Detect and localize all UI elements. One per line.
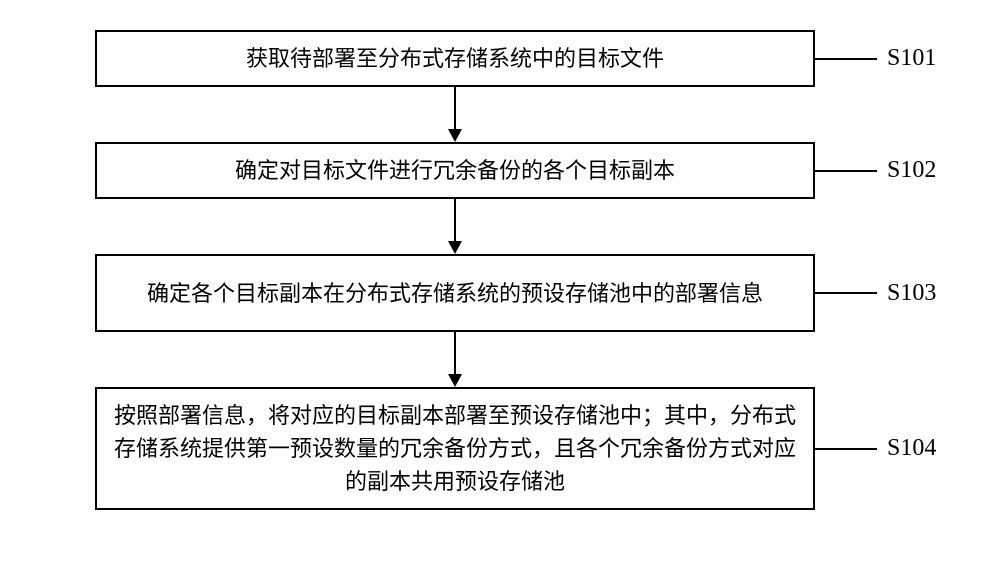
flowchart-container: 获取待部署至分布式存储系统中的目标文件 S101 确定对目标文件进行冗余备份的各…: [0, 30, 1000, 510]
step-box-s104: 按照部署信息，将对应的目标副本部署至预设存储池中；其中，分布式存储系统提供第一预…: [95, 387, 815, 510]
arrow-down-icon: [445, 87, 465, 142]
arrow-down-icon: [445, 332, 465, 387]
step-box-s103: 确定各个目标副本在分布式存储系统的预设存储池中的部署信息: [95, 254, 815, 332]
step-label-s103: S103: [887, 280, 936, 307]
step-label-s104: S104: [887, 435, 936, 462]
step-label-s102: S102: [887, 157, 936, 184]
step-row: 确定对目标文件进行冗余备份的各个目标副本 S102: [0, 142, 1000, 199]
step-text: 确定各个目标副本在分布式存储系统的预设存储池中的部署信息: [147, 277, 763, 310]
step-text: 按照部署信息，将对应的目标副本部署至预设存储池中；其中，分布式存储系统提供第一预…: [111, 399, 799, 498]
step-connector: [815, 170, 877, 172]
step-label-s101: S101: [887, 45, 936, 72]
arrow-down-icon: [445, 199, 465, 254]
connector-line: [815, 448, 877, 450]
step-row: 确定各个目标副本在分布式存储系统的预设存储池中的部署信息 S103: [0, 254, 1000, 332]
step-row: 按照部署信息，将对应的目标副本部署至预设存储池中；其中，分布式存储系统提供第一预…: [0, 387, 1000, 510]
step-text: 获取待部署至分布式存储系统中的目标文件: [246, 42, 664, 75]
arrow-down: [95, 332, 815, 387]
connector-line: [815, 58, 877, 60]
step-connector: [815, 292, 877, 294]
step-box-s101: 获取待部署至分布式存储系统中的目标文件: [95, 30, 815, 87]
step-row: 获取待部署至分布式存储系统中的目标文件 S101: [0, 30, 1000, 87]
arrow-down: [95, 199, 815, 254]
step-connector: [815, 58, 877, 60]
step-box-s102: 确定对目标文件进行冗余备份的各个目标副本: [95, 142, 815, 199]
connector-line: [815, 170, 877, 172]
connector-line: [815, 292, 877, 294]
step-connector: [815, 448, 877, 450]
step-text: 确定对目标文件进行冗余备份的各个目标副本: [235, 154, 675, 187]
arrow-down: [95, 87, 815, 142]
